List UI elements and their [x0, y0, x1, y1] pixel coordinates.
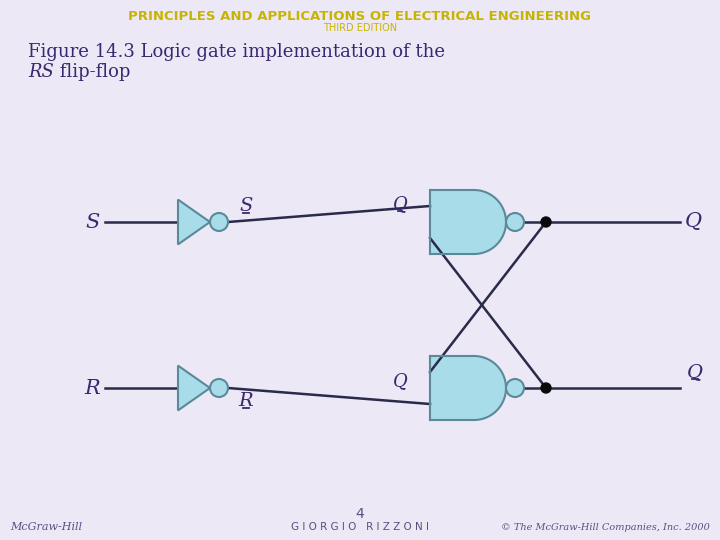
Polygon shape — [178, 200, 210, 245]
Polygon shape — [474, 190, 506, 254]
Polygon shape — [430, 356, 474, 420]
Text: R: R — [239, 392, 253, 410]
Text: Q: Q — [685, 213, 702, 232]
Polygon shape — [430, 190, 474, 254]
Text: THIRD EDITION: THIRD EDITION — [323, 23, 397, 33]
Text: PRINCIPLES AND APPLICATIONS OF ELECTRICAL ENGINEERING: PRINCIPLES AND APPLICATIONS OF ELECTRICA… — [128, 10, 592, 23]
Text: Figure 14.3 Logic gate implementation of the: Figure 14.3 Logic gate implementation of… — [28, 43, 445, 61]
Text: Q: Q — [392, 195, 408, 213]
Circle shape — [506, 213, 524, 231]
Text: R: R — [84, 379, 100, 397]
Text: Q: Q — [392, 372, 408, 390]
Text: S: S — [239, 197, 253, 215]
Circle shape — [506, 379, 524, 397]
Circle shape — [541, 383, 551, 393]
Circle shape — [210, 379, 228, 397]
Text: © The McGraw-Hill Companies, Inc. 2000: © The McGraw-Hill Companies, Inc. 2000 — [501, 523, 710, 532]
Text: flip-flop: flip-flop — [54, 63, 130, 81]
Polygon shape — [178, 366, 210, 410]
Text: RS: RS — [28, 63, 54, 81]
Text: Q: Q — [687, 363, 703, 381]
Text: G I O R G I O   R I Z Z O N I: G I O R G I O R I Z Z O N I — [291, 522, 429, 532]
Polygon shape — [474, 356, 506, 420]
Circle shape — [210, 213, 228, 231]
Text: 4: 4 — [356, 507, 364, 521]
Circle shape — [541, 217, 551, 227]
Text: McGraw-Hill: McGraw-Hill — [10, 522, 82, 532]
Text: S: S — [86, 213, 100, 232]
